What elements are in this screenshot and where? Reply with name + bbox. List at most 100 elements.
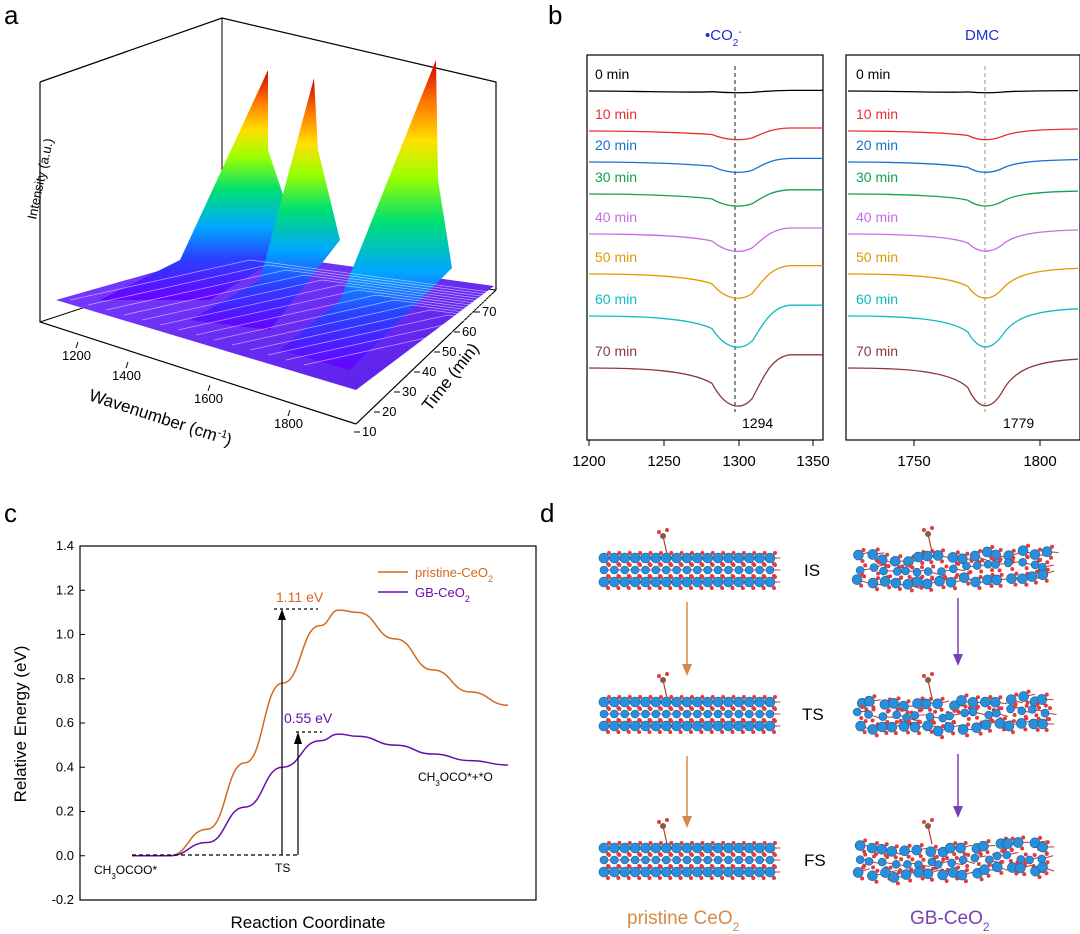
a-x-tick: 1800 xyxy=(274,416,303,431)
b-right-time-label: 0 min xyxy=(856,66,890,82)
b-left-time-label: 0 min xyxy=(595,66,629,82)
spectrum-line xyxy=(177,289,599,331)
b-right-time-label: 40 min xyxy=(856,209,898,225)
spectrum-line xyxy=(213,299,635,341)
b-left-tick: 1250 xyxy=(647,453,680,470)
legend-pristine: pristine-CeO2 xyxy=(415,565,493,584)
spectrum-line xyxy=(87,264,509,306)
ts-label: TS xyxy=(275,861,290,875)
caption-gb: GB-CeO2 xyxy=(910,908,990,934)
b-right-time-label: 70 min xyxy=(856,343,898,359)
c-series-line xyxy=(132,733,509,857)
b-left-curve xyxy=(588,127,823,141)
atomic-slab xyxy=(852,672,1057,740)
panel-b-ir-spectra: •CO2- DMC 0 min 0 min 10 min 10 min 20 min 20… xyxy=(572,27,1080,470)
spectrum-line xyxy=(249,309,671,351)
atomic-slab xyxy=(598,528,781,590)
b-left-curve xyxy=(588,189,823,207)
a-time-tick: 60 xyxy=(462,324,476,339)
barrier-pristine-label: 1.11 eV xyxy=(276,589,324,605)
b-left-curve xyxy=(588,89,823,94)
stage-fs: FS xyxy=(804,851,826,870)
b-left-time-label: 40 min xyxy=(595,209,637,225)
stage-is: IS xyxy=(804,561,820,580)
panel-d-letter: d xyxy=(540,498,555,528)
a-x-tick: 1600 xyxy=(194,391,223,406)
peak-3 xyxy=(280,60,452,370)
b-left-curve xyxy=(588,157,823,174)
b-left-time-label: 10 min xyxy=(595,106,637,122)
b-left-tick: 1300 xyxy=(722,453,755,470)
b-left-time-label: 60 min xyxy=(595,291,637,307)
c-y-tick: 1.0 xyxy=(56,627,74,642)
spectrum-line xyxy=(159,284,581,326)
spectrum-line xyxy=(231,304,653,346)
c-y-tick: 0.6 xyxy=(56,715,74,730)
stage-ts: TS xyxy=(802,705,824,724)
spectrum-line xyxy=(285,319,707,361)
panel-c-xlabel: Reaction Coordinate xyxy=(231,913,386,932)
b-right-time-label: 30 min xyxy=(856,169,898,185)
c-series-line xyxy=(132,609,509,857)
peak-1 xyxy=(100,70,300,300)
b-right-curve xyxy=(847,308,1079,348)
panel-a-3d-plot: 1200 1400 1600 1800 10 20 30 40 50 60 70 Intensit… xyxy=(24,17,725,450)
c-y-tick: 0.2 xyxy=(56,804,74,819)
b-left-tick: 1350 xyxy=(796,453,829,470)
b-right-time-label: 50 min xyxy=(856,249,898,265)
spectrum-line xyxy=(303,324,725,366)
c-y-tick: 0.8 xyxy=(56,671,74,686)
c-y-tick: 0.0 xyxy=(56,848,74,863)
a-time-tick: 50 xyxy=(442,344,456,359)
b-right-curve xyxy=(847,128,1079,141)
a-time-tick: 70 xyxy=(482,304,496,319)
panel-b-left-title: •CO2- xyxy=(705,27,742,49)
panel-d-structures: IS TS FS pristine CeO2 GB-CeO2 xyxy=(598,526,1059,934)
spectrum-line xyxy=(123,274,545,316)
a-time-tick: 30 xyxy=(402,384,416,399)
atomic-slab xyxy=(598,672,781,734)
b-right-tick: 1750 xyxy=(897,453,930,470)
caption-pristine: pristine CeO2 xyxy=(627,908,740,934)
a-time-tick: 20 xyxy=(382,404,396,419)
panel-c-letter: c xyxy=(4,498,17,528)
panel-a-ylabel: Intensity (a.u.) xyxy=(24,137,56,221)
panel-b-right-title: DMC xyxy=(965,27,999,44)
b-right-curve xyxy=(847,158,1079,173)
atomic-slab xyxy=(598,818,781,880)
b-left-time-label: 70 min xyxy=(595,343,637,359)
a-x-tick: 1400 xyxy=(112,368,141,383)
b-left-tick: 1200 xyxy=(572,453,605,470)
spectrum-line xyxy=(105,269,527,311)
c-y-tick: 0.4 xyxy=(56,759,74,774)
b-left-curve xyxy=(588,264,823,299)
panel-b-letter: b xyxy=(548,0,563,30)
panel-c-energy-profile: -0.2 0.0 0.2 0.4 0.6 0.8 1.0 1.2 1.4 Relative En… xyxy=(11,538,537,932)
atomic-slab xyxy=(851,526,1059,593)
b-right-time-label: 10 min xyxy=(856,106,898,122)
b-right-curve xyxy=(847,229,1079,252)
b-left-time-label: 20 min xyxy=(595,137,637,153)
b-left-curve xyxy=(588,304,823,348)
spectrum-line xyxy=(141,279,563,321)
spectrum-line xyxy=(195,294,617,336)
b-right-time-label: 60 min xyxy=(856,291,898,307)
spectrum-line xyxy=(267,314,689,356)
barrier-gb-label: 0.55 eV xyxy=(284,710,333,726)
legend-gb: GB-CeO2 xyxy=(415,585,470,604)
panel-a-letter: a xyxy=(4,0,19,30)
b-left-curve xyxy=(588,227,823,252)
b-right-tick: 1800 xyxy=(1023,453,1056,470)
a-time-tick: 10 xyxy=(362,424,376,439)
a-x-tick: 1200 xyxy=(62,348,91,363)
b-right-curve xyxy=(847,358,1079,407)
c-y-tick: 1.4 xyxy=(56,538,74,553)
b-right-curve xyxy=(847,267,1079,299)
c-y-tick: 1.2 xyxy=(56,582,74,597)
spectrum-line xyxy=(69,259,491,301)
atomic-slab xyxy=(852,818,1055,886)
panel-b-right-marker: 1779 xyxy=(1003,415,1034,431)
b-left-time-label: 50 min xyxy=(595,249,637,265)
b-left-curve xyxy=(588,354,823,407)
